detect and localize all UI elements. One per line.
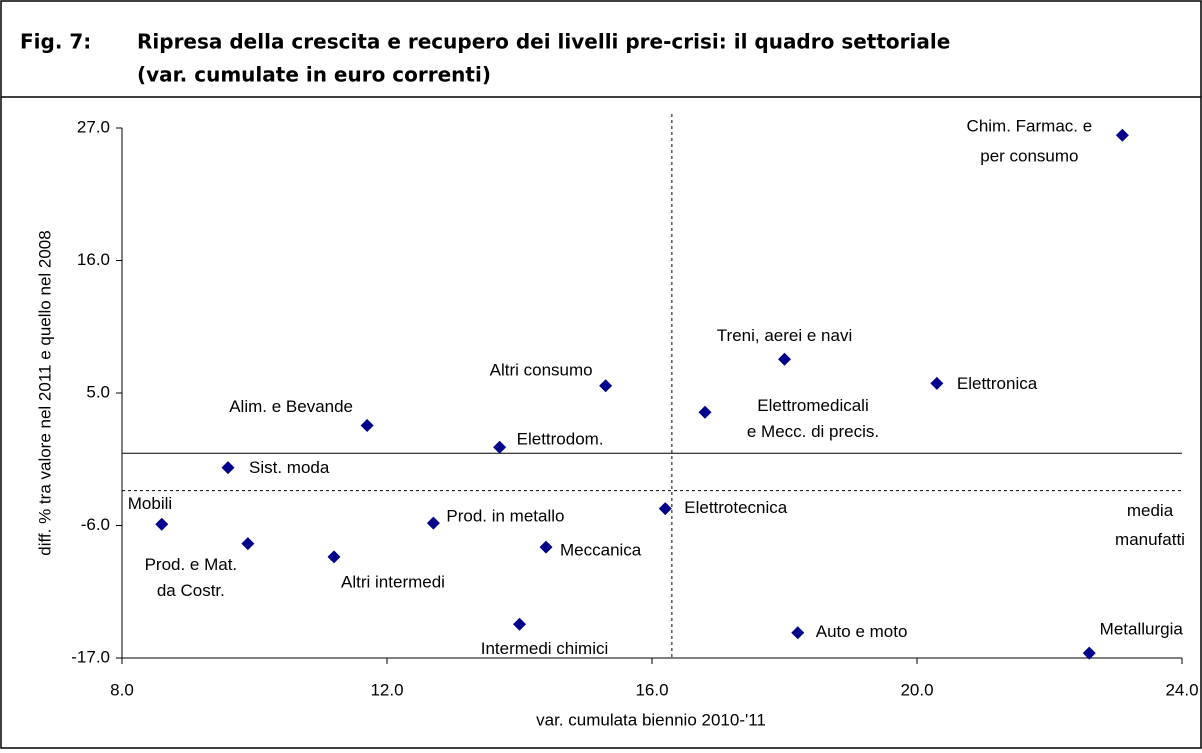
x-tick-label: 16.0: [635, 680, 668, 699]
point: [426, 516, 440, 530]
x-tick-label: 12.0: [370, 680, 403, 699]
figure-label: Fig. 7:: [20, 30, 91, 54]
point-label: Altri intermedi: [341, 572, 445, 591]
point-label: Sist. moda: [249, 458, 330, 477]
x-tick-label: 24.0: [1165, 680, 1198, 699]
chart-subtitle: (var. cumulate in euro correnti): [137, 63, 491, 87]
point-label: Elettromedicali: [757, 396, 869, 415]
point: [698, 405, 712, 419]
y-tick-label: 5.0: [86, 382, 110, 401]
point-label: e Mecc. di precis.: [747, 422, 879, 441]
point: [778, 352, 791, 366]
x-tick-label: 20.0: [900, 680, 933, 699]
point-label: Alim. e Bevande: [229, 397, 353, 416]
point: [658, 502, 672, 516]
reference-label: manufatti: [1115, 530, 1185, 549]
point: [241, 537, 255, 551]
point-label: per consumo: [980, 147, 1078, 166]
reference-label: media: [1127, 501, 1174, 520]
point-label: Altri consumo: [490, 360, 593, 379]
point: [360, 419, 374, 433]
point-label: Elettrodom.: [517, 430, 604, 449]
point: [930, 376, 944, 390]
y-axis-title: diff. % tra valore nel 2011 e quello nel…: [35, 230, 54, 555]
x-tick-label: 8.0: [110, 680, 134, 699]
point-label: Elettrotecnica: [684, 498, 788, 517]
point: [1115, 128, 1129, 142]
point: [599, 379, 613, 393]
point-label: Meccanica: [560, 541, 642, 560]
y-tick-label: 16.0: [77, 250, 110, 269]
point: [539, 540, 553, 554]
point-label: Prod. e Mat.: [145, 555, 238, 574]
point-label: Treni, aerei e navi: [717, 326, 852, 345]
point: [513, 617, 526, 631]
y-tick-label: -6.0: [81, 515, 110, 534]
chart-title: Ripresa della crescita e recupero dei li…: [137, 30, 950, 54]
point-label: Prod. in metallo: [446, 507, 564, 526]
point-label: Mobili: [128, 494, 172, 513]
y-tick-label: -17.0: [71, 647, 110, 666]
point-label: Intermedi chimici: [481, 639, 609, 658]
point-label: Auto e moto: [816, 622, 908, 641]
point-label: da Costr.: [157, 581, 225, 600]
y-tick-label: 27.0: [77, 117, 110, 136]
point-label: Chim. Farmac. e: [967, 117, 1093, 136]
point: [1082, 646, 1096, 660]
point-label: Elettronica: [957, 374, 1038, 393]
point-label: Metallurgia: [1100, 620, 1184, 639]
point: [327, 550, 341, 564]
x-axis-title: var. cumulata biennio 2010-'11: [536, 710, 766, 729]
point: [791, 626, 805, 640]
point: [493, 440, 507, 454]
point: [155, 517, 169, 531]
point: [221, 461, 235, 475]
